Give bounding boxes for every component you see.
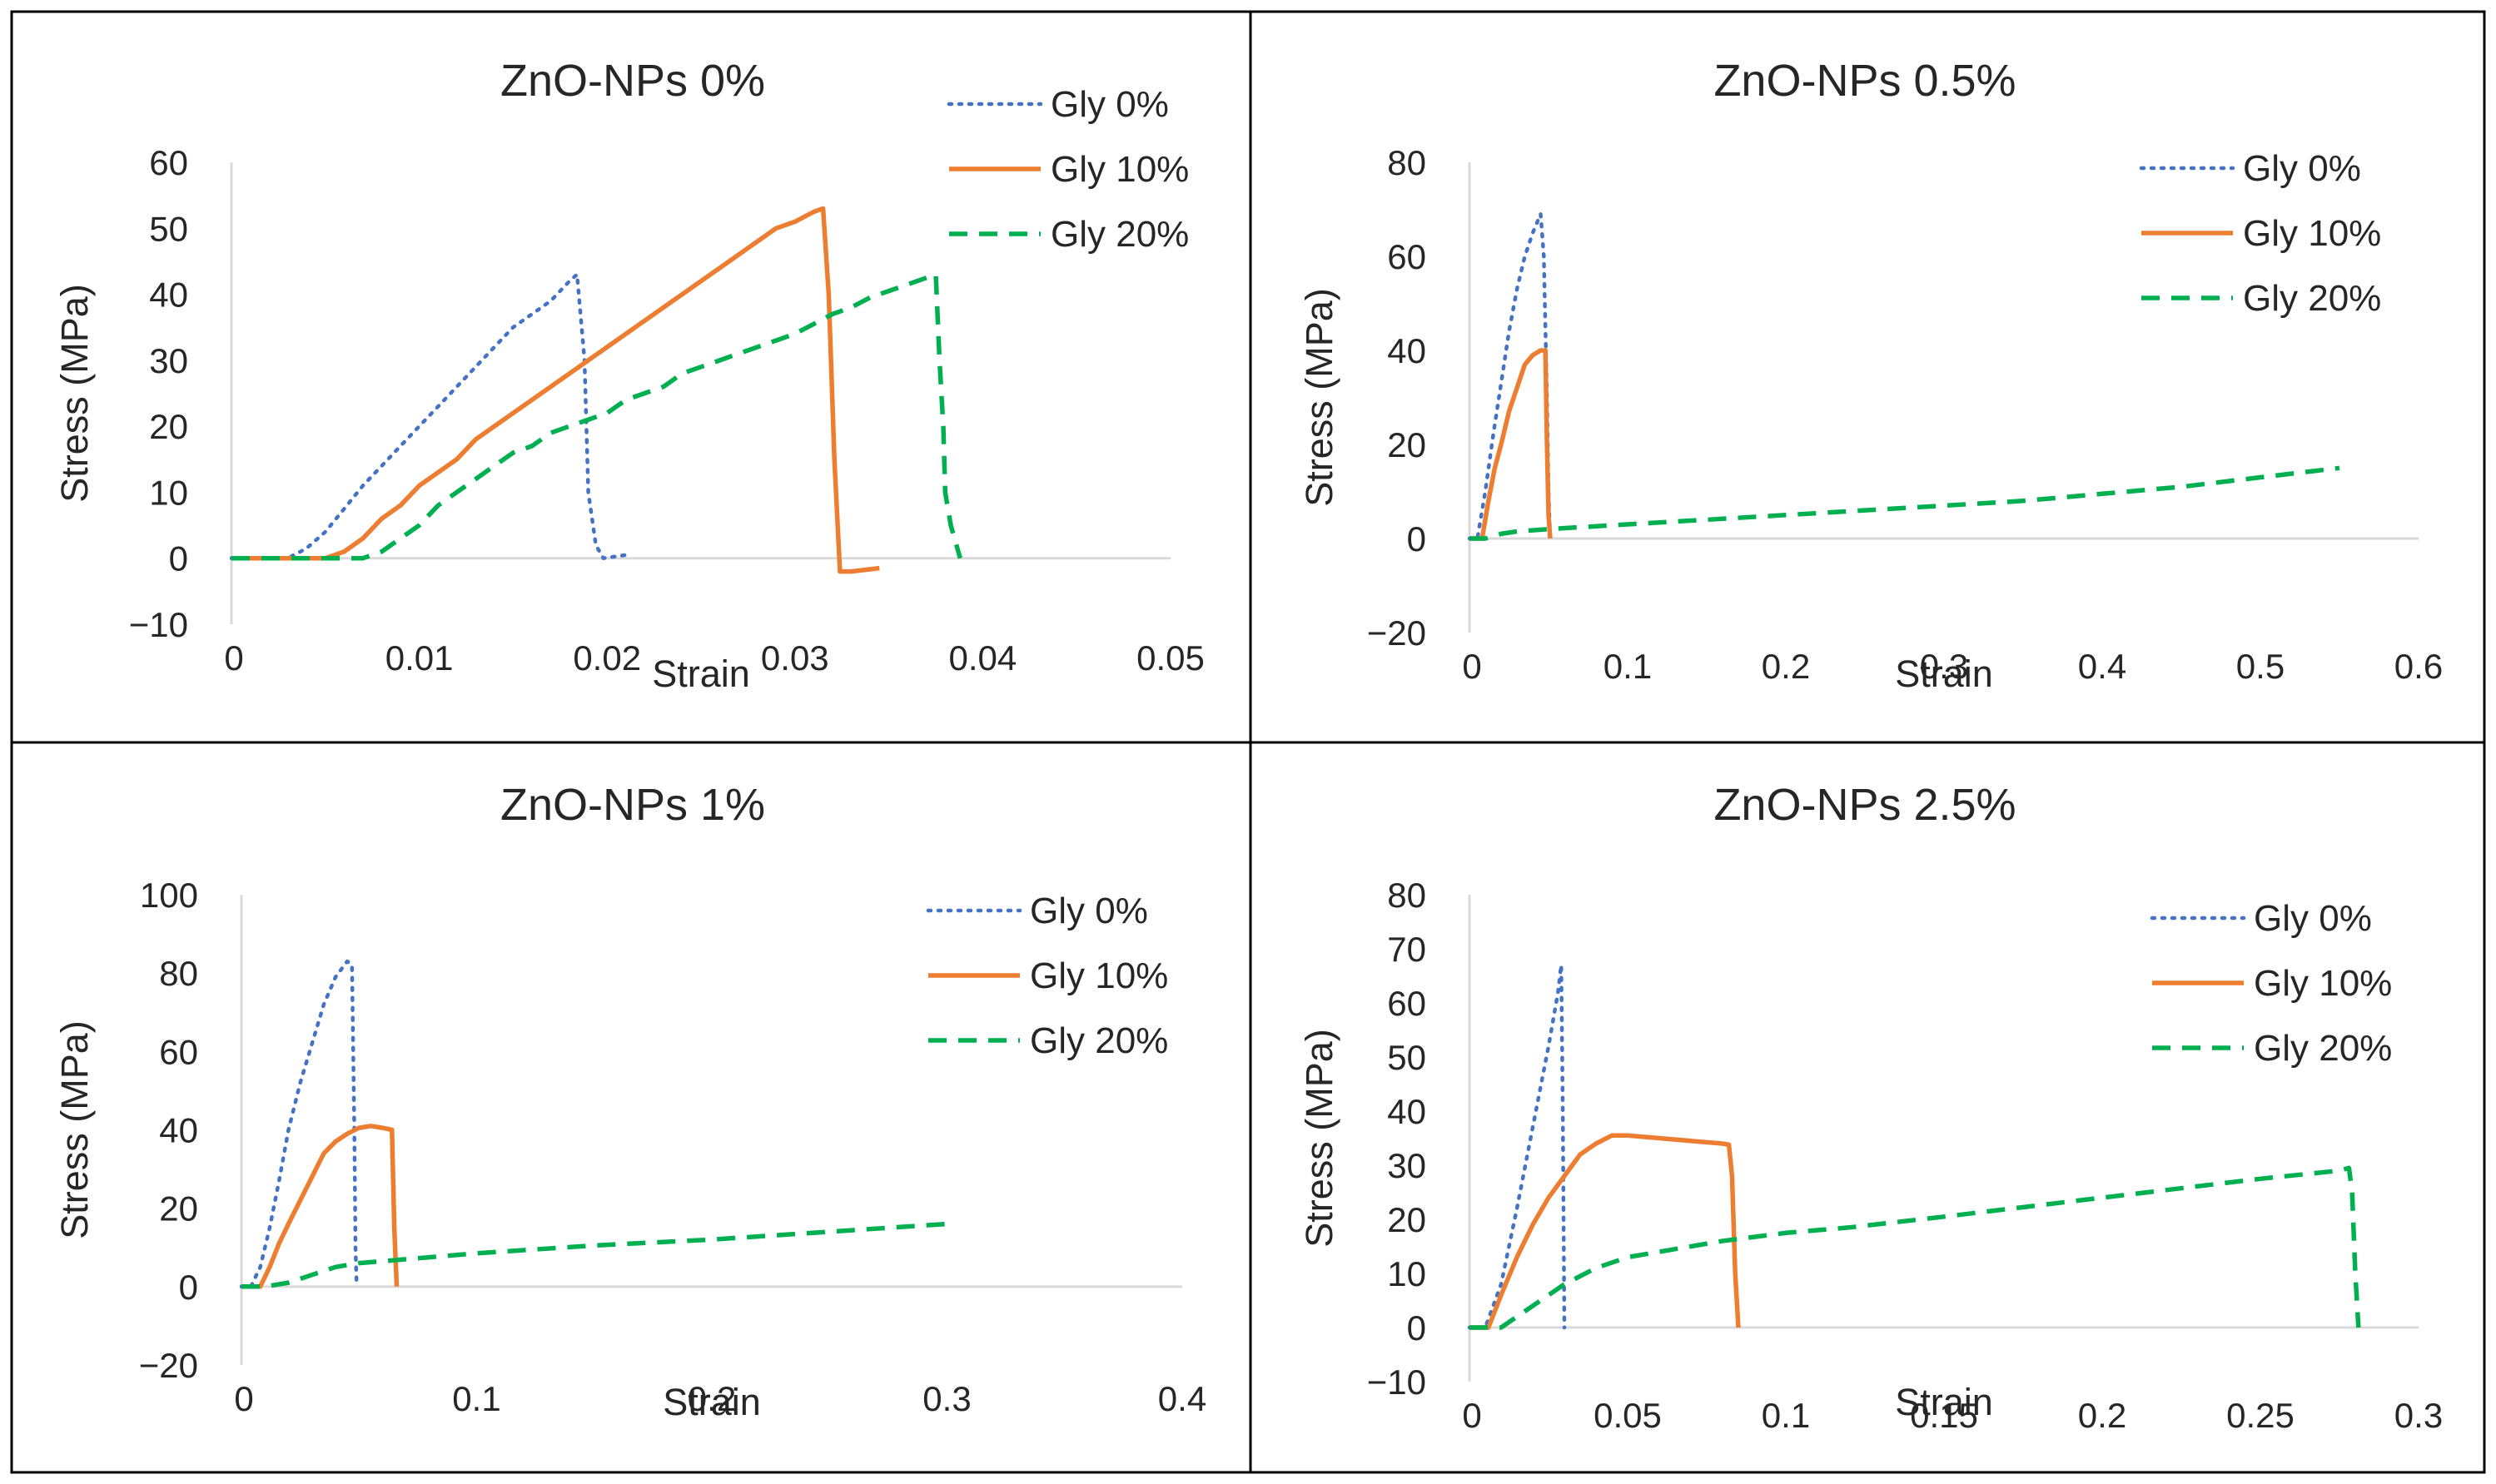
x-tick-label: 0.3 — [2394, 1396, 2443, 1435]
y-tick-label: 0 — [1407, 1308, 1426, 1348]
x-axis-label: Strain — [1895, 653, 1993, 695]
y-axis-label: Stress (MPa) — [1298, 288, 1340, 507]
legend-label: Gly 0% — [2254, 898, 2372, 939]
series-line-gly-20- — [231, 272, 962, 561]
y-tick-label: 20 — [149, 407, 188, 446]
x-tick-label: 0 — [1462, 647, 1481, 686]
chart-panel-3: ZnO-NPs 2.5% −10 0 10 20 30 40 50 60 70 80 0 0.05 0.1… — [1298, 780, 2443, 1435]
series-line-gly-0- — [239, 959, 359, 1289]
y-tick-label: 0 — [1407, 519, 1426, 558]
y-tick-label: 10 — [149, 473, 188, 512]
y-tick-label: 30 — [149, 341, 188, 380]
y-tick-label: 30 — [1387, 1146, 1426, 1185]
legend-label: Gly 10% — [1030, 955, 1168, 996]
y-tick-label: 40 — [1387, 331, 1426, 370]
x-tick-label: 0.01 — [385, 638, 454, 677]
y-tick-label: −10 — [129, 605, 188, 644]
x-axis-label: Strain — [1895, 1381, 1993, 1423]
y-tick-label: 40 — [149, 275, 188, 315]
y-tick-label: 70 — [1387, 930, 1426, 969]
chart-panel-0: ZnO-NPs 0% −10 0 10 20 30 40 50 60 0 0.01 0.02 0.03 0… — [53, 56, 1205, 695]
chart-panel-2: ZnO-NPs 1% −20 0 20 40 60 80 100 0 0.1 0.2 0.3 0.4 St… — [53, 780, 1206, 1423]
y-tick-label: 20 — [1387, 1200, 1426, 1239]
y-axis-label: Stress (MPa) — [1298, 1029, 1340, 1248]
series-line-gly-0- — [229, 272, 629, 560]
x-tick-label: 0.25 — [2226, 1396, 2295, 1435]
x-axis-label: Strain — [652, 653, 750, 695]
series-line-gly-20- — [1469, 1165, 2361, 1330]
chart-title: ZnO-NPs 2.5% — [1713, 780, 2016, 830]
y-tick-label: 80 — [1387, 143, 1426, 182]
x-tick-label: 0.1 — [452, 1379, 500, 1418]
y-tick-label: −20 — [1367, 613, 1426, 653]
y-tick-label: 60 — [149, 143, 188, 182]
series-line-gly-10- — [231, 206, 880, 574]
x-tick-label: 0.2 — [1762, 647, 1810, 686]
x-tick-label: 0 — [234, 1379, 253, 1418]
series-line-gly-10- — [1469, 1133, 1741, 1330]
y-tick-label: 0 — [169, 539, 188, 578]
legend-label: Gly 20% — [2254, 1028, 2392, 1069]
x-tick-label: 0.05 — [1136, 638, 1205, 677]
x-tick-label: 0.05 — [1594, 1396, 1662, 1435]
chart-title: ZnO-NPs 1% — [500, 780, 765, 830]
legend-label: Gly 20% — [1051, 214, 1189, 255]
y-tick-label: 80 — [1387, 876, 1426, 915]
x-tick-label: 0.4 — [2078, 647, 2126, 686]
legend-label: Gly 0% — [2243, 148, 2361, 189]
y-tick-label: 40 — [159, 1111, 198, 1150]
x-tick-label: 0.1 — [1604, 647, 1652, 686]
y-tick-label: 50 — [1387, 1038, 1426, 1077]
x-tick-label: 0 — [224, 638, 243, 677]
series-line-gly-20- — [241, 1221, 947, 1289]
x-tick-label: 0.15 — [1910, 1396, 1978, 1435]
y-tick-label: 20 — [159, 1189, 198, 1228]
y-tick-label: −20 — [139, 1346, 198, 1385]
series-line-gly-10- — [1469, 348, 1553, 541]
y-tick-label: 60 — [1387, 984, 1426, 1023]
x-tick-label: 0.1 — [1762, 1396, 1810, 1435]
x-tick-label: 0.6 — [2394, 647, 2443, 686]
y-tick-label: 20 — [1387, 425, 1426, 464]
legend-label: Gly 0% — [1051, 84, 1169, 125]
y-tick-label: 50 — [149, 209, 188, 248]
series-line-gly-10- — [241, 1124, 400, 1289]
chart-title: ZnO-NPs 0% — [500, 56, 765, 106]
y-tick-label: −10 — [1367, 1362, 1426, 1402]
legend-label: Gly 10% — [2243, 213, 2381, 254]
legend-label: Gly 0% — [1030, 891, 1148, 931]
x-tick-label: 0.4 — [1158, 1379, 1206, 1418]
x-tick-label: 0 — [1462, 1396, 1481, 1435]
x-tick-label: 0.02 — [573, 638, 641, 677]
y-tick-label: 0 — [179, 1268, 198, 1307]
y-tick-label: 80 — [159, 954, 198, 993]
legend-label: Gly 20% — [1030, 1020, 1168, 1061]
x-tick-label: 0.3 — [1920, 647, 1968, 686]
x-tick-label: 0.5 — [2236, 647, 2285, 686]
x-tick-label: 0.2 — [688, 1379, 736, 1418]
y-tick-label: 10 — [1387, 1254, 1426, 1293]
y-axis-label: Stress (MPa) — [53, 1020, 96, 1239]
series-line-gly-0- — [1467, 963, 1567, 1330]
chart-title: ZnO-NPs 0.5% — [1713, 56, 2016, 106]
y-tick-label: 60 — [1387, 237, 1426, 276]
x-tick-label: 0.04 — [949, 638, 1017, 677]
x-tick-label: 0.03 — [761, 638, 829, 677]
chart-panel-1: ZnO-NPs 0.5% −20 0 20 40 60 80 0 0.1 0.2 0.3 0.4 0.5… — [1298, 56, 2443, 695]
x-tick-label: 0.3 — [922, 1379, 971, 1418]
x-tick-label: 0.2 — [2078, 1396, 2126, 1435]
legend-label: Gly 10% — [1051, 149, 1189, 190]
legend-label: Gly 20% — [2243, 278, 2381, 319]
y-tick-label: 60 — [159, 1032, 198, 1071]
x-axis-label: Strain — [663, 1381, 761, 1423]
legend-label: Gly 10% — [2254, 963, 2392, 1004]
y-tick-label: 40 — [1387, 1092, 1426, 1131]
y-tick-label: 100 — [140, 876, 198, 915]
y-axis-label: Stress (MPa) — [53, 284, 96, 503]
series-line-gly-20- — [1469, 465, 2340, 541]
